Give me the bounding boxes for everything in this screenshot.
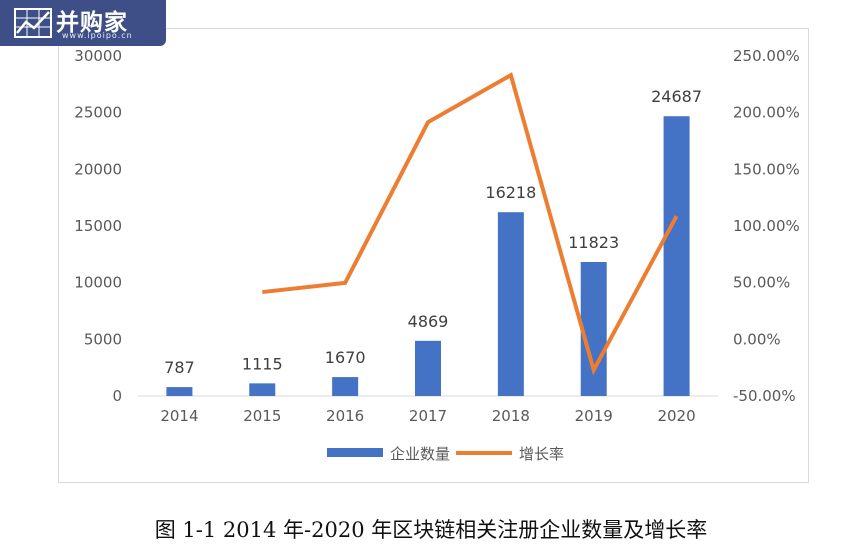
- data-label-2014: 787: [164, 358, 195, 377]
- bar-2015: [249, 383, 276, 396]
- growth-rate-line: [262, 72, 679, 376]
- legend-bar-swatch: [327, 448, 383, 457]
- x-axis-tick-label: 2017: [409, 407, 447, 425]
- x-axis-tick-label: 2016: [326, 407, 364, 425]
- x-axis-ticks: 2014 2015 2016 2017 2018 2019 2020: [160, 407, 695, 425]
- bar-2017: [415, 340, 441, 396]
- chart-frame: [58, 28, 809, 483]
- bar-2014: [166, 387, 193, 396]
- left-axis-tick-label: 5000: [84, 330, 122, 348]
- right-axis-tick-label: -50.00%: [733, 387, 796, 405]
- left-axis-tick-label: 10000: [74, 274, 122, 292]
- watermark-title: 并购家: [56, 10, 128, 36]
- right-axis-tick-label: 50.00%: [733, 274, 790, 292]
- x-axis-tick-label: 2020: [657, 407, 695, 425]
- bar-2019: [580, 262, 607, 396]
- bar-2018: [497, 212, 524, 396]
- x-axis-tick-label: 2014: [160, 407, 198, 425]
- left-axis-tick-label: 20000: [74, 160, 122, 178]
- right-axis-tick-label: 100.00%: [733, 217, 800, 235]
- watermark-logo: 并购家 www.ipoipo.cn: [0, 0, 166, 46]
- legend-line-label: 增长率: [519, 445, 564, 463]
- x-axis-tick-label: 2018: [492, 407, 530, 425]
- right-axis-tick-label: 200.00%: [733, 104, 800, 122]
- data-label-2020: 24687: [651, 87, 702, 106]
- right-axis-tick-label: 250.00%: [733, 47, 800, 65]
- right-axis-ticks: -50.00% 0.00% 50.00% 100.00% 150.00% 200.00% 2…: [733, 47, 800, 405]
- chart: 0 5000 10000 15000 20000 25000 30000 -50.00% 0.…: [74, 47, 800, 463]
- left-axis-tick-label: 30000: [74, 47, 122, 65]
- x-axis-tick-label: 2019: [575, 407, 613, 425]
- bar-2020: [663, 116, 690, 397]
- figure-caption: 图 1-1 2014 年-2020 年区块链相关注册企业数量及增长率: [154, 518, 708, 542]
- x-axis-tick-label: 2015: [243, 407, 281, 425]
- chart-logo-icon: [14, 8, 52, 38]
- left-axis-tick-label: 0: [112, 387, 122, 405]
- data-labels: 787 1115 1670 4869 16218 11823 24687: [164, 87, 702, 377]
- legend: 企业数量 增长率: [327, 445, 564, 463]
- legend-bar-label: 企业数量: [390, 445, 450, 463]
- line-series: [262, 72, 679, 376]
- data-label-2017: 4869: [408, 312, 449, 331]
- bar-2016: [332, 377, 359, 396]
- data-label-2015: 1115: [242, 354, 283, 373]
- watermark-url: www.ipoipo.cn: [62, 31, 133, 40]
- right-axis-tick-label: 150.00%: [733, 160, 800, 178]
- left-axis-ticks: 0 5000 10000 15000 20000 25000 30000: [74, 47, 122, 405]
- data-label-2019: 11823: [568, 233, 619, 252]
- right-axis-tick-label: 0.00%: [733, 330, 781, 348]
- left-axis-tick-label: 15000: [74, 217, 122, 235]
- data-label-2016: 1670: [325, 348, 366, 367]
- data-label-2018: 16218: [485, 183, 536, 202]
- left-axis-tick-label: 25000: [74, 104, 122, 122]
